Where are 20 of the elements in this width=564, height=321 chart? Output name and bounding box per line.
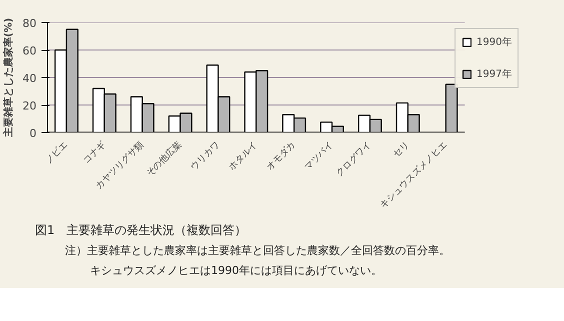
x-tick-label: その他広葉	[144, 139, 184, 179]
legend-label: 1990年	[476, 36, 512, 49]
legend-label: 1997年	[476, 68, 512, 81]
x-tick-label: クログワイ	[334, 139, 374, 179]
x-tick-label: ノビエ	[43, 139, 70, 166]
x-tick-label: セリ	[392, 140, 412, 160]
y-tick-label: 40	[22, 72, 37, 85]
x-tick-label: ウリカワ	[189, 140, 222, 172]
y-tick-label: 60	[22, 44, 37, 58]
y-axis-title: 主要雑草とした農家率(%)	[2, 18, 15, 138]
x-tick-label: ホタルイ	[227, 140, 260, 172]
y-tick-label: 80	[22, 17, 37, 30]
x-tick-label: オモダカ	[264, 139, 298, 172]
x-tick-label: コナギ	[81, 139, 108, 166]
text: 図1 主要雑草の発生状況（複数回答）	[35, 222, 248, 239]
text: 注）主要雑草とした農家率は主要雑草と回答した農家数／全回答数の百分率。	[65, 243, 450, 259]
y-tick-label: 0	[30, 127, 36, 140]
text: キシュウスズメノヒエは1990年には項目にあげていない。	[90, 262, 383, 279]
x-tick-label: マツバイ	[303, 140, 336, 172]
y-tick-label: 20	[22, 100, 37, 112]
